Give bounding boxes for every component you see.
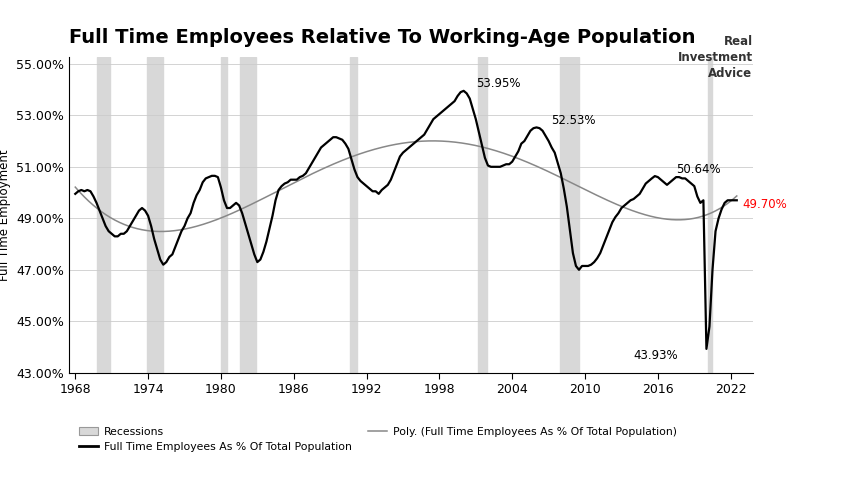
Bar xyxy=(708,57,713,373)
Text: 49.70%: 49.70% xyxy=(743,197,788,210)
Bar xyxy=(240,57,256,373)
Text: 50.64%: 50.64% xyxy=(676,163,721,176)
Text: Full Time Employees Relative To Working-Age Population: Full Time Employees Relative To Working-… xyxy=(69,29,695,47)
Text: 43.93%: 43.93% xyxy=(633,348,678,362)
Bar xyxy=(97,57,111,373)
Y-axis label: Full Time Employment: Full Time Employment xyxy=(0,149,10,281)
Text: 53.95%: 53.95% xyxy=(476,77,521,90)
Bar xyxy=(349,57,357,373)
Text: 52.53%: 52.53% xyxy=(551,114,596,127)
Legend: Recessions, Full Time Employees As % Of Total Population, Poly. (Full Time Emplo: Recessions, Full Time Employees As % Of … xyxy=(74,423,682,456)
Bar xyxy=(147,57,163,373)
Bar xyxy=(221,57,227,373)
Text: Real
Investment
Advice: Real Investment Advice xyxy=(677,35,753,80)
Bar xyxy=(560,57,579,373)
Bar xyxy=(478,57,487,373)
